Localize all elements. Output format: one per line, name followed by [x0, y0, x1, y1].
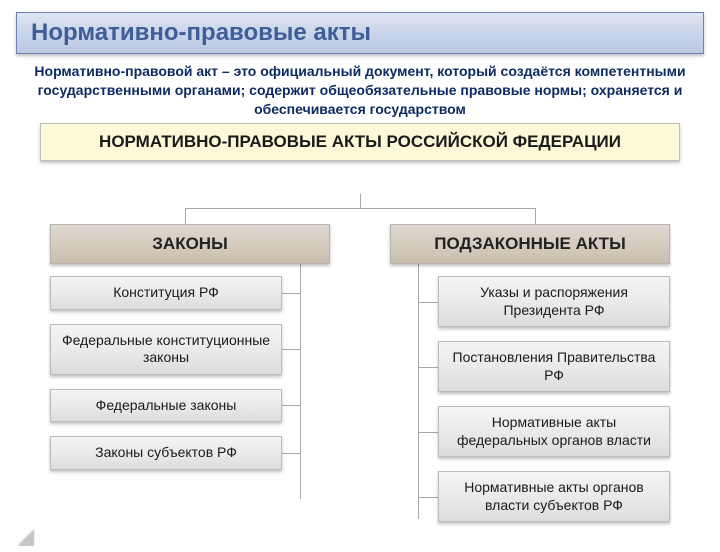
connector	[418, 497, 438, 498]
connector	[418, 302, 438, 303]
list-item: Нормативные акты федеральных органов вла…	[390, 406, 670, 457]
title-bar: Нормативно-правовые акты	[16, 12, 704, 54]
sublaws-column: ПОДЗАКОННЫЕ АКТЫ Указы и распоряжения Пр…	[390, 224, 670, 536]
connector	[418, 367, 438, 368]
law-item: Федеральные законы	[50, 389, 282, 423]
sublaw-item: Нормативные акты органов власти субъекто…	[438, 471, 670, 522]
list-item: Постановления Правительства РФ	[390, 341, 670, 392]
connector	[185, 208, 535, 209]
law-item: Конституция РФ	[50, 276, 282, 310]
connector	[360, 194, 361, 208]
law-item: Федеральные конституционные законы	[50, 324, 282, 375]
connector	[282, 293, 300, 294]
laws-column: ЗАКОНЫ Конституция РФ Федеральные консти…	[50, 224, 330, 484]
laws-items: Конституция РФ Федеральные конституционн…	[50, 264, 330, 470]
list-item: Конституция РФ	[50, 276, 330, 310]
sublaws-header: ПОДЗАКОННЫЕ АКТЫ	[390, 224, 670, 264]
definition-text: Нормативно-правовой акт – это официальны…	[32, 62, 688, 119]
list-item: Указы и распоряжения Президента РФ	[390, 276, 670, 327]
sublaws-items: Указы и распоряжения Президента РФ Поста…	[390, 264, 670, 522]
sublaw-item: Указы и распоряжения Президента РФ	[438, 276, 670, 327]
sublaw-item: Постановления Правительства РФ	[438, 341, 670, 392]
root-node: НОРМАТИВНО-ПРАВОВЫЕ АКТЫ РОССИЙСКОЙ ФЕДЕ…	[40, 123, 680, 161]
list-item: Федеральные конституционные законы	[50, 324, 330, 375]
connector	[282, 405, 300, 406]
connector	[418, 432, 438, 433]
sublaw-item: Нормативные акты федеральных органов вла…	[438, 406, 670, 457]
law-item: Законы субъектов РФ	[50, 436, 282, 470]
connector	[282, 349, 300, 350]
list-item: Федеральные законы	[50, 389, 330, 423]
laws-header: ЗАКОНЫ	[50, 224, 330, 264]
connector	[282, 453, 300, 454]
page-curl-icon	[18, 530, 34, 546]
list-item: Нормативные акты органов власти субъекто…	[390, 471, 670, 522]
list-item: Законы субъектов РФ	[50, 436, 330, 470]
page-title: Нормативно-правовые акты	[31, 19, 689, 47]
